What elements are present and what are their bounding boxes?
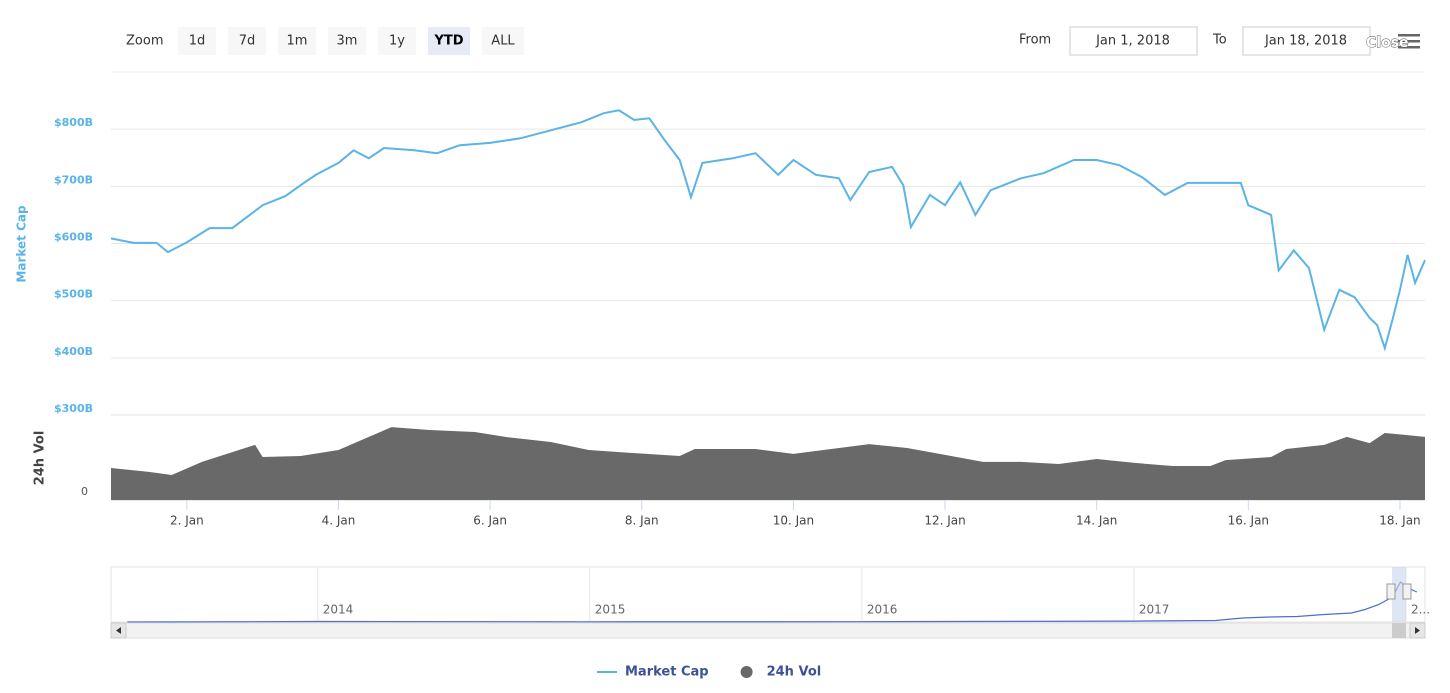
arrow-left: [116, 627, 121, 634]
scrollbar-thumb[interactable]: [1392, 623, 1406, 638]
zoom-buttons: 1d 7d 1m 3m 1y YTD ALL: [178, 27, 524, 55]
legend: Market Cap 24h Vol: [597, 665, 821, 680]
zoom-button-label[interactable]: 1m: [287, 34, 308, 49]
legend-symbol[interactable]: [740, 666, 753, 678]
menu-bar: [1398, 46, 1420, 49]
y-tick-label: $800B: [54, 116, 93, 129]
y-tick-label: $700B: [54, 173, 93, 186]
legend-label[interactable]: 24h Vol: [767, 665, 822, 680]
zoom-button-label[interactable]: 7d: [239, 34, 256, 49]
zoom-button[interactable]: [228, 27, 266, 55]
y2-tick-label: 0: [81, 485, 88, 498]
market-cap-line: [110, 109, 1426, 352]
y-tick-label: $500B: [54, 288, 93, 301]
y2-axis-title: 24h Vol: [33, 431, 48, 486]
zoom-button[interactable]: [482, 27, 524, 55]
x-tick-label: 8. Jan: [625, 514, 659, 528]
navigator-handle[interactable]: [1402, 583, 1412, 600]
zoom-button[interactable]: [378, 27, 416, 55]
zoom-button-label[interactable]: YTD: [433, 34, 463, 49]
navigator-tick-label: 2017: [1139, 603, 1170, 617]
menu-bar: [1398, 34, 1420, 37]
navigator-tick-label: 2016: [867, 603, 898, 617]
x-tick-label: 12. Jan: [924, 514, 965, 528]
zoom-button[interactable]: [278, 27, 316, 55]
to-label: To: [1212, 33, 1227, 48]
from-value[interactable]: Jan 1, 2018: [1095, 34, 1170, 49]
x-tick-label: 14. Jan: [1076, 514, 1117, 528]
y-axis-title: Market Cap: [15, 205, 29, 283]
zoom-button[interactable]: [328, 27, 366, 55]
zoom-button[interactable]: [178, 27, 216, 55]
navigator-selection[interactable]: [1392, 567, 1406, 622]
navigator-tick-label: 2...: [1411, 603, 1430, 617]
close-button[interactable]: Close: [1366, 35, 1409, 52]
zoom-button-label[interactable]: 1d: [189, 34, 206, 49]
x-tick-label: 2. Jan: [170, 514, 204, 528]
navigator-tick-label: 2015: [595, 603, 626, 617]
menu-bar: [1398, 40, 1420, 43]
zoom-button-label[interactable]: ALL: [491, 34, 515, 49]
zoom-label: Zoom: [126, 34, 163, 49]
y-tick-label: $300B: [54, 402, 93, 415]
navigator-handle[interactable]: [1386, 583, 1396, 600]
navigator-frame: [110, 566, 1426, 623]
main-plot: $300B $400B $500B $600B $700B $800B 0 2. Jan 4. …: [54, 109, 1426, 528]
x-tick-label: 6. Jan: [473, 514, 507, 528]
arrow-right: [1415, 627, 1420, 634]
y-tick-label: $400B: [54, 345, 93, 358]
scrollbar-track[interactable]: [110, 622, 1426, 639]
from-label: From: [1019, 33, 1051, 48]
x-tick-label: 4. Jan: [322, 514, 356, 528]
volume-area: [111, 427, 1425, 500]
to-input[interactable]: [1242, 26, 1371, 56]
zoom-button-label[interactable]: 1y: [389, 34, 405, 49]
legend-label[interactable]: Market Cap: [625, 665, 709, 680]
to-value[interactable]: Jan 18, 2018: [1264, 34, 1347, 49]
x-tick-label: 10. Jan: [773, 514, 814, 528]
zoom-button-label[interactable]: 3m: [337, 34, 358, 49]
zoom-button[interactable]: [428, 27, 470, 55]
menu-icon[interactable]: [1398, 34, 1420, 49]
navigator-tick-label: 2014: [323, 603, 354, 617]
y-tick-label: $600B: [54, 231, 93, 244]
x-tick-label: 18. Jan: [1379, 514, 1420, 528]
from-input[interactable]: [1069, 26, 1198, 56]
x-tick-label: 16. Jan: [1228, 514, 1269, 528]
